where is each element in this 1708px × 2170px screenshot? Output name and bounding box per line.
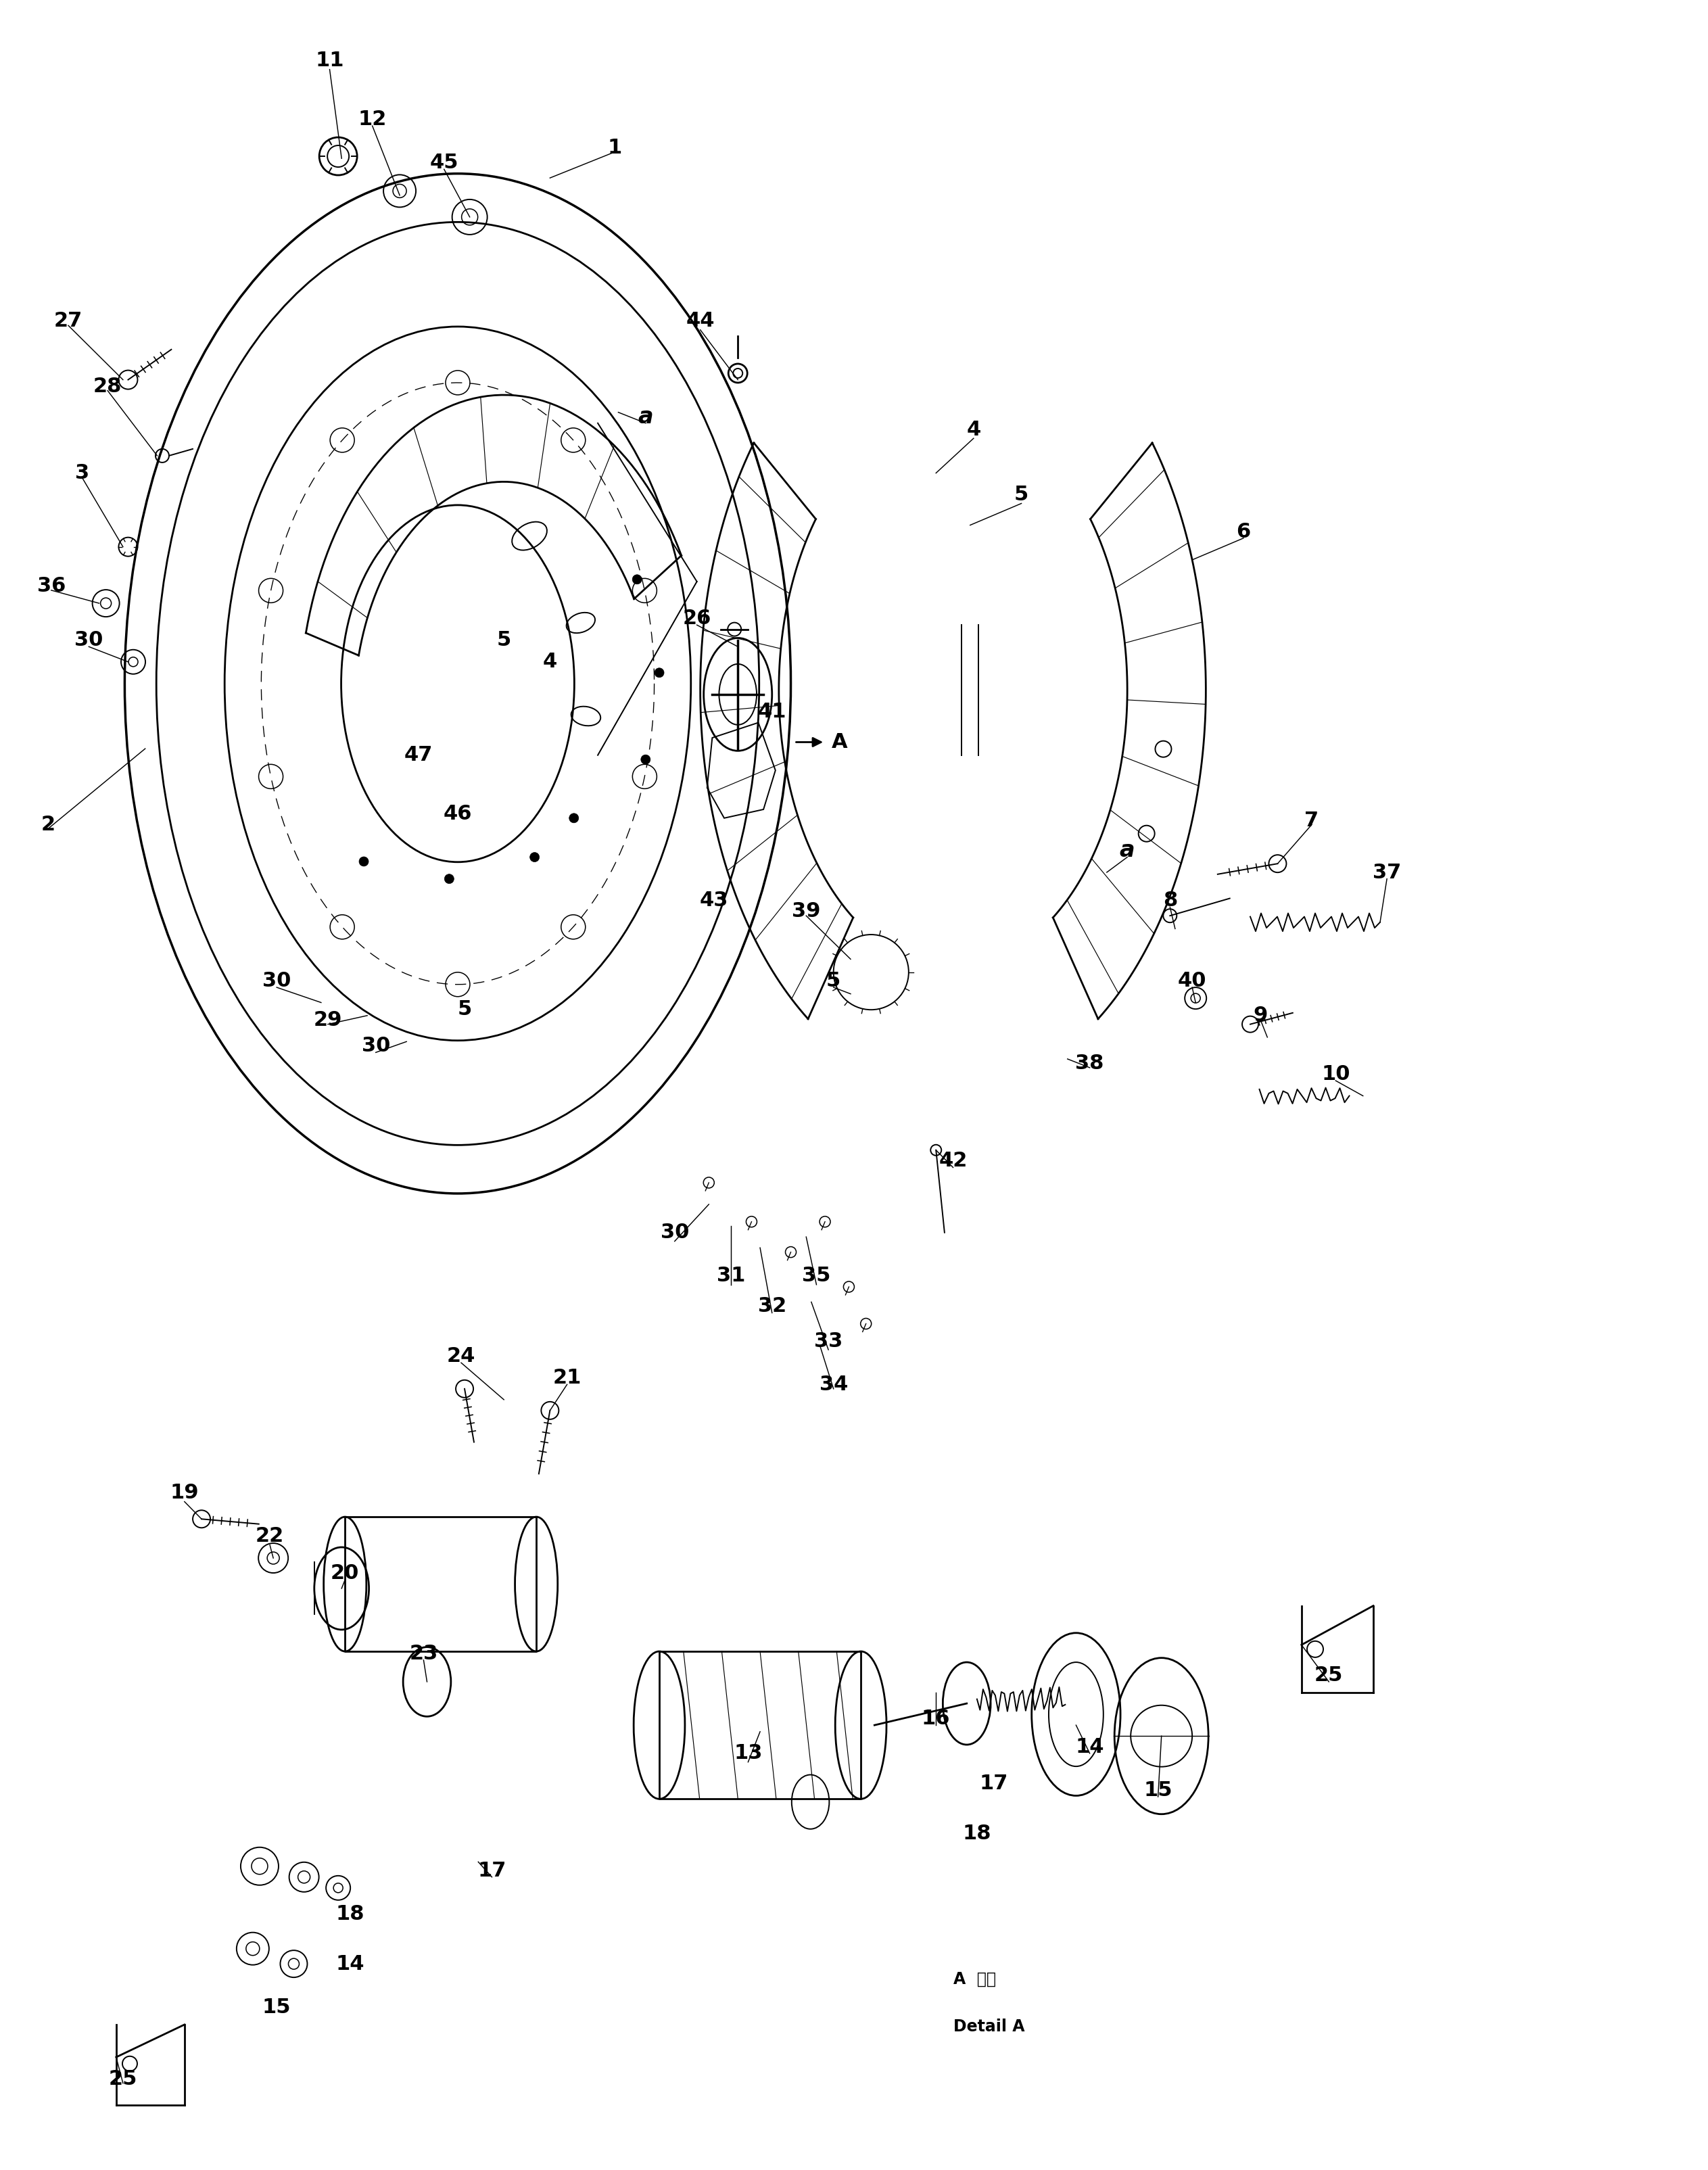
Text: 40: 40 [1179,970,1206,992]
Text: 8: 8 [1163,890,1177,911]
Text: 25: 25 [1315,1664,1342,1686]
Text: 4: 4 [967,419,980,441]
Text: 30: 30 [75,629,102,651]
Text: 26: 26 [683,608,711,629]
Text: 36: 36 [38,575,65,597]
Text: Detail A: Detail A [953,2018,1025,2035]
Text: 43: 43 [700,890,728,911]
Text: 39: 39 [793,901,820,922]
Text: 11: 11 [316,50,343,72]
Circle shape [444,875,454,883]
Text: a: a [1120,840,1134,861]
Text: 42: 42 [939,1150,967,1172]
Text: 14: 14 [1076,1736,1103,1758]
Circle shape [640,755,651,764]
Text: 24: 24 [447,1345,475,1367]
Text: 7: 7 [1305,809,1319,831]
Text: 5: 5 [458,998,471,1020]
Text: 12: 12 [359,109,386,130]
Text: 35: 35 [803,1265,830,1287]
Text: 17: 17 [980,1773,1008,1795]
Text: A  詳細: A 詳細 [953,1970,996,1988]
Circle shape [529,853,540,861]
Text: 34: 34 [820,1374,847,1395]
Text: 5: 5 [827,970,840,992]
Text: 23: 23 [410,1643,437,1664]
Text: 2: 2 [41,814,55,835]
Circle shape [632,575,642,584]
Text: 15: 15 [1144,1779,1172,1801]
Text: A: A [832,731,847,753]
Text: 37: 37 [1373,861,1401,883]
Text: 3: 3 [75,462,89,484]
Circle shape [569,814,579,822]
Text: 27: 27 [55,310,82,332]
Text: 45: 45 [430,152,458,174]
Text: 18: 18 [336,1903,364,1925]
Text: 18: 18 [963,1823,991,1844]
Text: 47: 47 [405,744,432,766]
Text: 4: 4 [543,651,557,673]
Text: 20: 20 [331,1562,359,1584]
Text: a: a [639,406,652,427]
Text: 6: 6 [1237,521,1250,542]
Circle shape [654,668,664,677]
Text: 33: 33 [815,1330,842,1352]
Text: 19: 19 [171,1482,198,1504]
Text: 28: 28 [94,375,121,397]
Text: 9: 9 [1254,1005,1267,1026]
Text: 30: 30 [263,970,290,992]
Text: 14: 14 [336,1953,364,1975]
Circle shape [359,857,369,866]
Text: 30: 30 [661,1222,688,1243]
Text: 17: 17 [478,1860,506,1881]
Text: 25: 25 [109,2068,137,2090]
Text: 5: 5 [1015,484,1028,506]
Text: 21: 21 [553,1367,581,1389]
Text: 41: 41 [758,701,786,723]
Text: 15: 15 [263,1996,290,2018]
Text: 13: 13 [734,1743,762,1764]
Text: 1: 1 [608,137,622,158]
Text: 16: 16 [922,1708,950,1729]
Text: 5: 5 [497,629,511,651]
Text: 46: 46 [444,803,471,825]
Text: 22: 22 [256,1526,284,1547]
Text: 38: 38 [1076,1052,1103,1074]
Text: 44: 44 [687,310,714,332]
Text: 32: 32 [758,1295,786,1317]
Text: 31: 31 [717,1265,745,1287]
Text: 30: 30 [362,1035,389,1057]
Text: 10: 10 [1322,1063,1349,1085]
Text: 29: 29 [314,1009,342,1031]
